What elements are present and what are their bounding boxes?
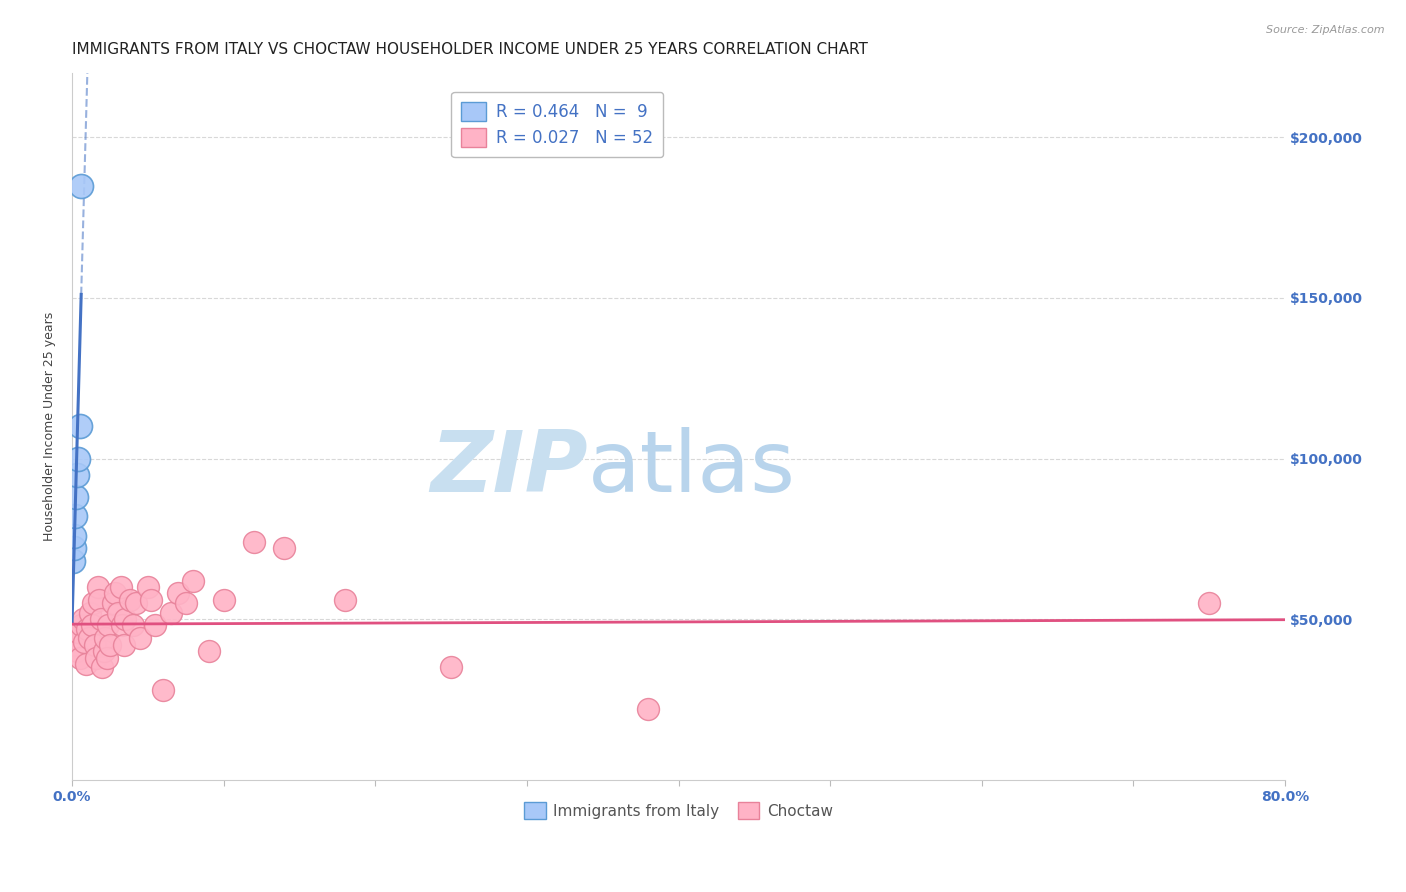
- Text: atlas: atlas: [588, 427, 796, 510]
- Point: [66, 467, 89, 482]
- Point: [63, 632, 86, 646]
- Point: [136, 580, 159, 594]
- Point: [273, 541, 295, 556]
- Legend: Immigrants from Italy, Choctaw: Immigrants from Italy, Choctaw: [519, 796, 839, 825]
- Point: [440, 660, 463, 674]
- Point: [110, 580, 132, 594]
- Point: [62, 638, 84, 652]
- Point: [107, 606, 129, 620]
- Point: [111, 618, 134, 632]
- Point: [73, 634, 96, 648]
- Point: [91, 660, 114, 674]
- Point: [121, 618, 143, 632]
- Point: [101, 596, 124, 610]
- Point: [63, 528, 86, 542]
- Point: [70, 178, 93, 193]
- Point: [63, 509, 86, 524]
- Point: [75, 657, 97, 671]
- Point: [62, 554, 84, 568]
- Point: [159, 606, 181, 620]
- Point: [90, 612, 112, 626]
- Text: IMMIGRANTS FROM ITALY VS CHOCTAW HOUSEHOLDER INCOME UNDER 25 YEARS CORRELATION C: IMMIGRANTS FROM ITALY VS CHOCTAW HOUSEHO…: [72, 42, 868, 57]
- Point: [83, 638, 105, 652]
- Point: [79, 606, 101, 620]
- Point: [152, 682, 174, 697]
- Point: [87, 580, 110, 594]
- Point: [65, 490, 87, 504]
- Point: [69, 650, 91, 665]
- Y-axis label: Householder Income Under 25 years: Householder Income Under 25 years: [44, 312, 56, 541]
- Point: [76, 622, 98, 636]
- Point: [69, 419, 91, 434]
- Point: [103, 586, 125, 600]
- Point: [174, 596, 197, 610]
- Point: [97, 618, 120, 632]
- Point: [125, 596, 148, 610]
- Point: [112, 638, 135, 652]
- Point: [67, 624, 90, 639]
- Point: [96, 650, 118, 665]
- Point: [89, 592, 111, 607]
- Point: [118, 592, 141, 607]
- Point: [80, 618, 103, 632]
- Point: [333, 592, 356, 607]
- Point: [637, 702, 659, 716]
- Point: [167, 586, 190, 600]
- Point: [212, 592, 235, 607]
- Point: [82, 596, 104, 610]
- Text: ZIP: ZIP: [430, 427, 588, 510]
- Point: [70, 618, 93, 632]
- Point: [98, 638, 121, 652]
- Point: [183, 574, 205, 588]
- Point: [94, 632, 117, 646]
- Point: [197, 644, 219, 658]
- Point: [145, 618, 167, 632]
- Point: [129, 632, 152, 646]
- Point: [93, 644, 115, 658]
- Point: [243, 535, 266, 549]
- Point: [114, 612, 136, 626]
- Point: [67, 451, 90, 466]
- Point: [72, 612, 94, 626]
- Point: [1198, 596, 1220, 610]
- Point: [62, 541, 84, 556]
- Point: [86, 650, 108, 665]
- Point: [139, 592, 162, 607]
- Point: [77, 632, 100, 646]
- Point: [66, 644, 89, 658]
- Text: Source: ZipAtlas.com: Source: ZipAtlas.com: [1267, 25, 1385, 35]
